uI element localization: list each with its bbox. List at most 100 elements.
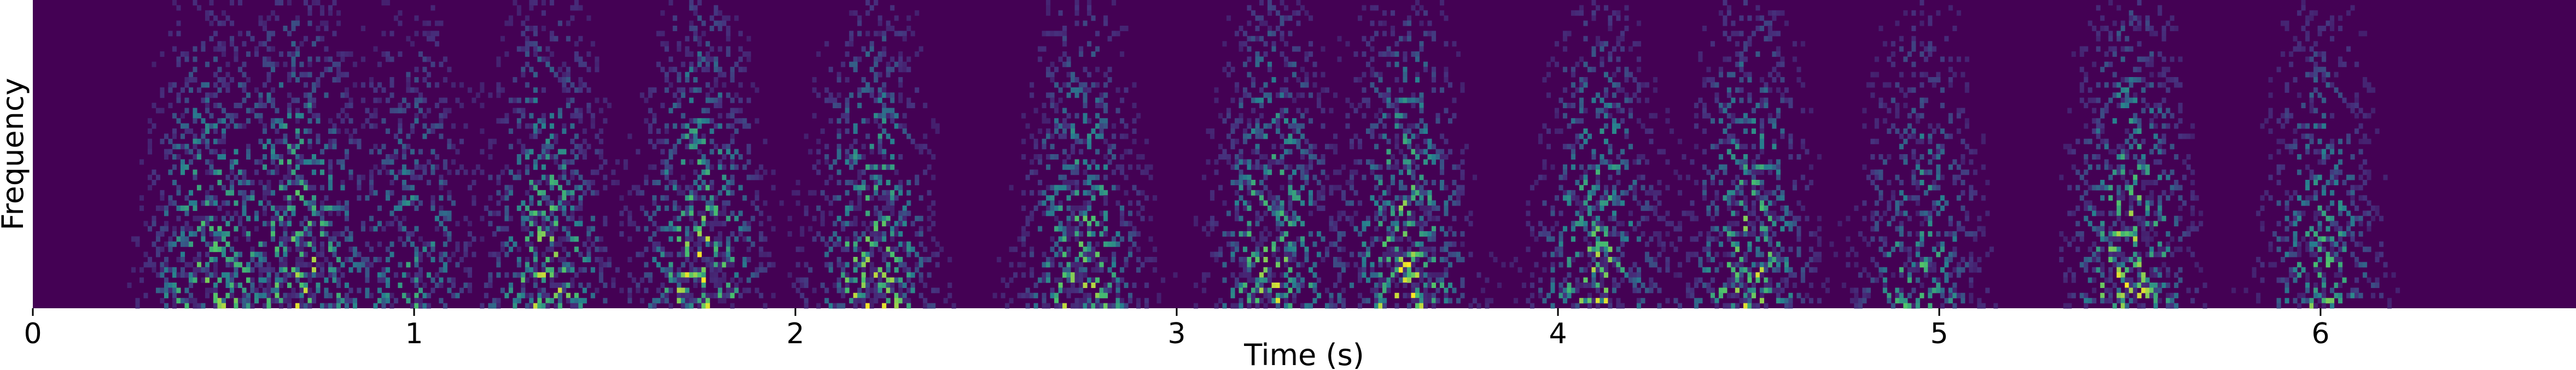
- heatmap-cell: [1263, 185, 1268, 191]
- heatmap-cell: [455, 149, 460, 155]
- heatmap-cell: [426, 31, 431, 37]
- heatmap-cell: [820, 215, 825, 221]
- heatmap-cell: [533, 283, 538, 288]
- heatmap-cell: [1235, 246, 1240, 252]
- heatmap-cell: [1099, 133, 1104, 139]
- heatmap-cell: [1394, 144, 1399, 150]
- heatmap-cell: [1370, 195, 1375, 201]
- heatmap-cell: [1042, 277, 1046, 283]
- heatmap-cell: [574, 298, 579, 304]
- heatmap-cell: [295, 231, 300, 237]
- heatmap-cell: [718, 149, 723, 155]
- heatmap-cell: [787, 231, 792, 237]
- heatmap-cell: [742, 287, 747, 293]
- heatmap-cell: [1238, 195, 1243, 201]
- heatmap-cell: [340, 72, 345, 78]
- heatmap-cell: [570, 283, 575, 288]
- heatmap-cell: [603, 174, 608, 180]
- heatmap-cell: [262, 292, 268, 298]
- heatmap-cell: [1419, 298, 1424, 304]
- heatmap-cell: [804, 133, 809, 139]
- heatmap-cell: [324, 195, 329, 201]
- heatmap-cell: [1403, 185, 1408, 191]
- heatmap-cell: [164, 221, 169, 227]
- heatmap-cell: [1317, 92, 1322, 98]
- heatmap-cell: [1112, 277, 1117, 283]
- heatmap-cell: [1124, 257, 1129, 262]
- heatmap-cell: [1284, 77, 1289, 83]
- heatmap-cell: [1321, 195, 1325, 201]
- heatmap-cell: [1288, 257, 1293, 262]
- heatmap-cell: [295, 113, 300, 119]
- heatmap-cell: [1419, 241, 1424, 247]
- heatmap-cell: [677, 267, 682, 273]
- heatmap-cell: [1054, 205, 1059, 211]
- heatmap-cell: [836, 195, 841, 201]
- heatmap-cell: [554, 303, 559, 309]
- heatmap-cell: [1444, 210, 1449, 216]
- heatmap-cell: [513, 298, 517, 304]
- heatmap-cell: [1255, 118, 1260, 124]
- heatmap-cell: [722, 200, 726, 206]
- heatmap-cell: [816, 92, 821, 98]
- heatmap-cell: [1243, 180, 1248, 185]
- heatmap-cell: [1406, 210, 1412, 216]
- heatmap-cell: [1247, 185, 1252, 191]
- heatmap-cell: [722, 292, 726, 298]
- heatmap-cell: [1411, 169, 1416, 175]
- heatmap-cell: [664, 123, 669, 129]
- heatmap-cell: [1538, 174, 1543, 180]
- heatmap-cell: [447, 231, 452, 237]
- heatmap-cell: [545, 303, 550, 309]
- heatmap-cell: [1235, 31, 1240, 37]
- heatmap-cell: [529, 0, 534, 5]
- heatmap-cell: [1309, 149, 1313, 155]
- heatmap-cell: [184, 82, 189, 88]
- heatmap-cell: [890, 195, 895, 201]
- heatmap-cell: [1247, 133, 1252, 139]
- heatmap-cell: [557, 287, 562, 293]
- heatmap-cell: [352, 138, 357, 144]
- heatmap-cell: [1329, 215, 1334, 221]
- heatmap-cell: [1357, 251, 1363, 257]
- heatmap-cell: [800, 231, 805, 237]
- heatmap-cell: [890, 283, 895, 288]
- heatmap-cell: [857, 236, 862, 242]
- heatmap-cell: [1411, 272, 1416, 278]
- heatmap-cell: [898, 92, 903, 98]
- heatmap-cell: [307, 20, 312, 26]
- heatmap-cell: [566, 67, 571, 73]
- heatmap-cell: [328, 210, 333, 216]
- heatmap-cell: [689, 97, 694, 103]
- heatmap-cell: [275, 272, 280, 278]
- heatmap-cell: [722, 164, 726, 170]
- heatmap-cell: [209, 287, 214, 293]
- heatmap-cell: [254, 251, 259, 257]
- heatmap-cell: [1095, 31, 1100, 37]
- heatmap-cell: [287, 31, 292, 37]
- heatmap-cell: [795, 262, 800, 268]
- heatmap-cell: [303, 231, 308, 237]
- heatmap-cell: [1259, 283, 1264, 288]
- heatmap-cell: [1378, 77, 1383, 83]
- heatmap-cell: [1144, 138, 1149, 144]
- heatmap-cell: [1095, 241, 1100, 247]
- heatmap-cell: [1292, 277, 1297, 283]
- heatmap-cell: [319, 149, 324, 155]
- heatmap-cell: [328, 241, 333, 247]
- heatmap-cell: [1033, 138, 1038, 144]
- heatmap-cell: [291, 236, 296, 242]
- heatmap-cell: [710, 262, 714, 268]
- heatmap-cell: [1562, 87, 1567, 93]
- heatmap-cell: [492, 298, 497, 304]
- heatmap-cell: [1103, 226, 1108, 232]
- heatmap-cell: [1403, 159, 1408, 165]
- heatmap-cell: [590, 226, 595, 232]
- heatmap-cell: [1251, 287, 1256, 293]
- heatmap-cell: [570, 190, 575, 196]
- heatmap-cell: [1058, 56, 1063, 62]
- heatmap-cell: [480, 215, 485, 221]
- heatmap-cell: [861, 180, 866, 185]
- heatmap-cell: [1050, 97, 1055, 103]
- heatmap-cell: [923, 283, 928, 288]
